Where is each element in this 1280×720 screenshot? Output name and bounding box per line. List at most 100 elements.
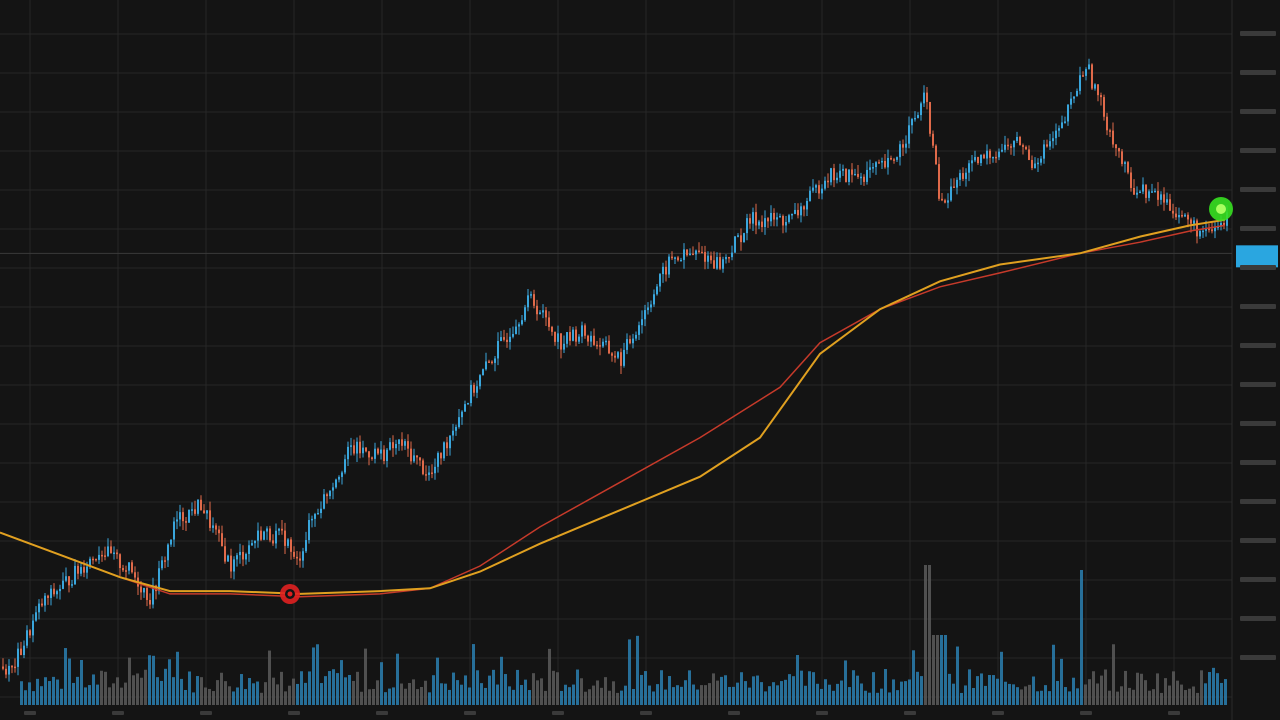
candle-body bbox=[410, 448, 412, 462]
price-axis-tick bbox=[1240, 421, 1276, 426]
volume-bar bbox=[24, 690, 27, 705]
volume-bar bbox=[1168, 685, 1171, 705]
volume-bar bbox=[760, 682, 763, 705]
volume-bar bbox=[548, 648, 551, 705]
candle-body bbox=[749, 218, 751, 224]
candle-body bbox=[341, 472, 343, 477]
candle-body bbox=[200, 499, 202, 511]
candle-body bbox=[476, 386, 478, 393]
candle-body bbox=[794, 209, 796, 214]
volume-bar bbox=[712, 673, 715, 705]
price-axis-tick bbox=[1240, 265, 1276, 270]
volume-bar bbox=[1028, 684, 1031, 705]
candle-body bbox=[1214, 227, 1216, 232]
volume-bar bbox=[460, 684, 463, 705]
candle-body bbox=[545, 310, 547, 318]
volume-bar bbox=[132, 675, 135, 705]
candle-body bbox=[1025, 146, 1027, 150]
candle-body bbox=[1154, 190, 1156, 193]
candle-body bbox=[104, 555, 106, 557]
candle-body bbox=[275, 530, 277, 544]
volume-bar bbox=[924, 565, 927, 705]
volume-bar bbox=[56, 679, 59, 705]
candle-body bbox=[599, 345, 601, 347]
volume-bar bbox=[820, 688, 823, 705]
candle-body bbox=[518, 324, 520, 327]
candle-body bbox=[272, 540, 274, 544]
candle-body bbox=[215, 525, 217, 530]
volume-bar bbox=[328, 671, 331, 705]
candle-body bbox=[797, 209, 799, 216]
volume-bar bbox=[1088, 679, 1091, 705]
candle-body bbox=[1202, 230, 1204, 233]
candle-body bbox=[77, 565, 79, 574]
volume-bar bbox=[292, 678, 295, 705]
volume-bar bbox=[524, 679, 527, 705]
volume-bar bbox=[1016, 687, 1019, 705]
candle-body bbox=[557, 333, 559, 342]
price-axis-tick bbox=[1240, 70, 1276, 75]
candle-body bbox=[761, 221, 763, 228]
candle-body bbox=[593, 335, 595, 345]
candle-body bbox=[1034, 163, 1036, 169]
candle-body bbox=[320, 508, 322, 514]
candle-body bbox=[722, 259, 724, 269]
volume-bar bbox=[920, 676, 923, 705]
time-axis-tick bbox=[200, 711, 212, 715]
candle-body bbox=[65, 576, 67, 581]
volume-bar bbox=[344, 677, 347, 705]
candle-body bbox=[995, 156, 997, 159]
candle-body bbox=[1148, 191, 1150, 198]
volume-bar bbox=[964, 685, 967, 705]
volume-bar bbox=[740, 672, 743, 705]
volume-bar bbox=[1148, 690, 1151, 705]
volume-bar bbox=[192, 692, 195, 705]
candle-body bbox=[839, 170, 841, 178]
candle-body bbox=[875, 162, 877, 168]
candle-body bbox=[53, 588, 55, 595]
volume-bar bbox=[412, 679, 415, 705]
candle-body bbox=[719, 257, 721, 269]
volume-bar bbox=[704, 685, 707, 705]
candle-body bbox=[1088, 64, 1090, 70]
candle-body bbox=[812, 187, 814, 191]
candle-body bbox=[692, 253, 694, 256]
candle-body bbox=[41, 603, 43, 606]
candle-body bbox=[179, 512, 181, 520]
candle-body bbox=[1007, 144, 1009, 147]
candle-body bbox=[1013, 140, 1015, 148]
volume-bar bbox=[324, 676, 327, 705]
volume-bar bbox=[48, 681, 51, 705]
candle-body bbox=[71, 584, 73, 586]
volume-bar bbox=[616, 692, 619, 705]
volume-bar bbox=[1096, 683, 1099, 705]
candle-body bbox=[44, 595, 46, 606]
volume-bar bbox=[248, 678, 251, 705]
volume-bar bbox=[104, 671, 107, 705]
candle-body bbox=[1016, 136, 1018, 141]
volume-bar bbox=[504, 674, 507, 705]
candle-body bbox=[1199, 230, 1201, 237]
candle-body bbox=[326, 494, 328, 497]
candle-body bbox=[401, 439, 403, 446]
candle-body bbox=[185, 521, 187, 523]
volume-bar bbox=[752, 676, 755, 705]
candle-body bbox=[62, 580, 64, 589]
volume-bar bbox=[864, 690, 867, 705]
candle-body bbox=[1109, 130, 1111, 132]
candle-body bbox=[317, 513, 319, 515]
candle-body bbox=[884, 160, 886, 168]
candle-body bbox=[560, 333, 562, 350]
candle-body bbox=[1052, 138, 1054, 142]
candle-body bbox=[695, 250, 697, 255]
candle-body bbox=[929, 101, 931, 134]
candle-body bbox=[569, 332, 571, 341]
candle-body bbox=[332, 487, 334, 491]
volume-bar bbox=[136, 673, 139, 705]
candle-body bbox=[497, 341, 499, 359]
volume-bar bbox=[264, 682, 267, 705]
volume-bar bbox=[832, 690, 835, 705]
volume-bar bbox=[544, 690, 547, 705]
volume-bar bbox=[636, 635, 639, 705]
